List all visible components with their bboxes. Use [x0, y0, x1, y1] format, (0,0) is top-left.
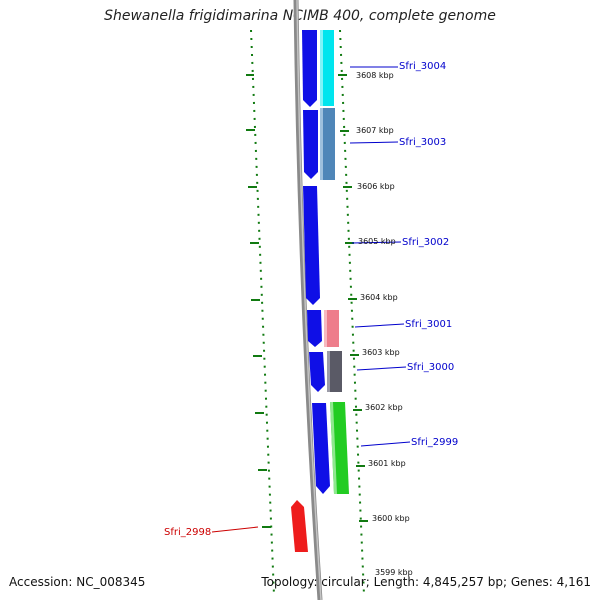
gene-label-sfri-3004[interactable]: Sfri_3004	[399, 61, 446, 72]
scale-label: 3604 kbp	[360, 293, 398, 302]
cds-blocks	[302, 30, 330, 494]
length-text: Length: 4,845,257 bp;	[373, 575, 508, 589]
scale-label: 3606 kbp	[357, 182, 395, 191]
gene-sfri-3000[interactable]	[327, 351, 342, 392]
genome-backbone	[293, 0, 323, 600]
scale-label: 3602 kbp	[365, 403, 403, 412]
cds-block[interactable]	[307, 310, 322, 347]
gene-labels: Sfri_3004 Sfri_3003 Sfri_3002 Sfri_3001 …	[164, 61, 458, 538]
scale-label: 3601 kbp	[368, 459, 406, 468]
scale-label: 3603 kbp	[362, 348, 400, 357]
genome-summary: Topology: circular; Length: 4,845,257 bp…	[261, 575, 591, 589]
gene-label-sfri-3002[interactable]: Sfri_3002	[402, 237, 449, 248]
gene-label-sfri-3000[interactable]: Sfri_3000	[407, 362, 454, 373]
gene-label-sfri-2998[interactable]: Sfri_2998	[164, 527, 211, 538]
gene-label-sfri-3001[interactable]: Sfri_3001	[405, 319, 452, 330]
scale-label: 3607 kbp	[356, 126, 394, 135]
scale-label: 3599 kbp	[375, 568, 413, 577]
tick-tracks	[246, 29, 368, 596]
cds-block[interactable]	[303, 110, 318, 179]
scale-labels: 3608 kbp 3607 kbp 3606 kbp 3605 kbp 3604…	[356, 71, 413, 577]
scale-label: 3605 kbp	[358, 237, 396, 246]
cds-block[interactable]	[302, 30, 317, 107]
gene-label-sfri-2999[interactable]: Sfri_2999	[411, 437, 458, 448]
cds-block[interactable]	[312, 403, 330, 494]
scale-label: 3608 kbp	[356, 71, 394, 80]
gene-sfri-2998[interactable]	[291, 500, 308, 552]
gene-label-sfri-3003[interactable]: Sfri_3003	[399, 137, 446, 148]
cds-block[interactable]	[303, 186, 320, 305]
label-connectors	[211, 66, 411, 533]
genome-title: Shewanella frigidimarina NCIMB 400, comp…	[104, 8, 496, 24]
topology-text: Topology: circular;	[261, 575, 370, 589]
scale-label: 3600 kbp	[372, 514, 410, 523]
gene-sfri-3003[interactable]	[320, 108, 335, 180]
cds-block[interactable]	[309, 352, 325, 392]
accession-text: Accession: NC_008345	[9, 575, 146, 589]
gene-features	[291, 30, 349, 552]
genes-count-text: Genes: 4,161	[510, 575, 591, 589]
gene-sfri-3001[interactable]	[324, 310, 339, 347]
gene-sfri-3004[interactable]	[320, 30, 334, 106]
